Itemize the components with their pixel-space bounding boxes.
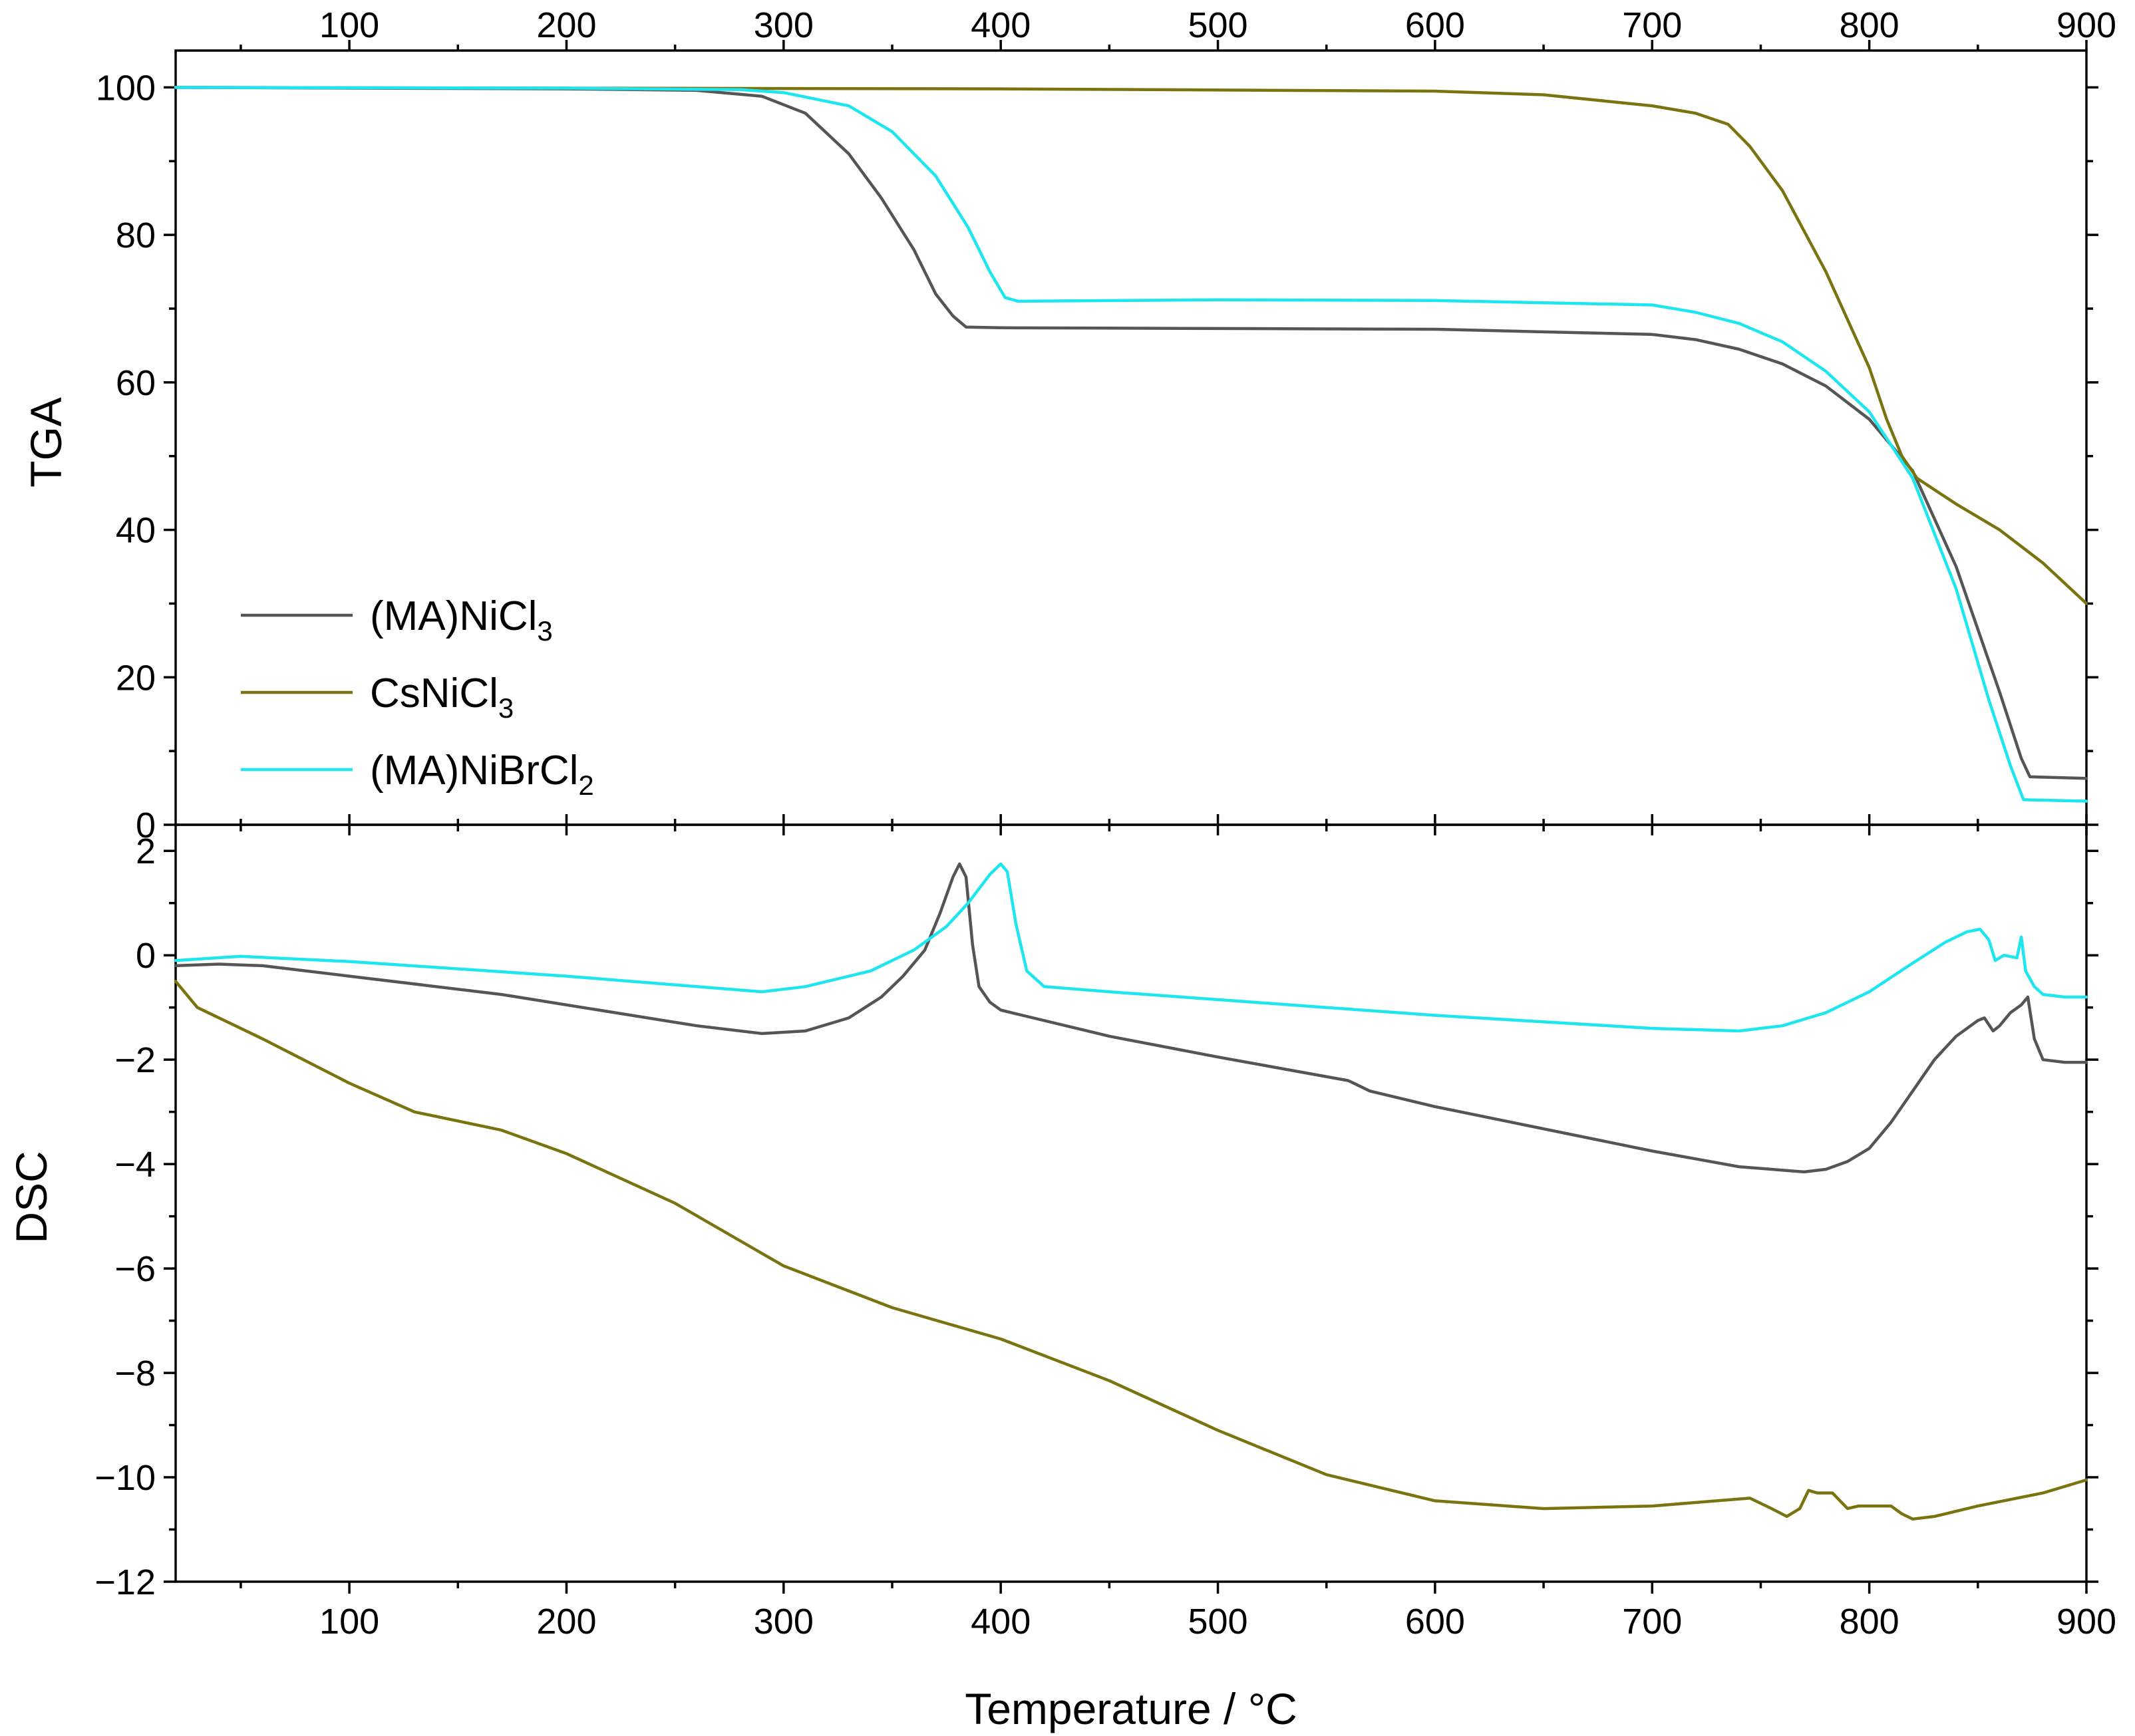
dsc-y-tick-label: −10 (94, 1458, 156, 1498)
tga-top-x-tick-label: 600 (1405, 5, 1465, 45)
dsc-y-tick-label: 0 (136, 936, 156, 976)
dsc-x-tick-label: 200 (536, 1602, 596, 1642)
tga-y-tick-label: 100 (96, 68, 156, 108)
tga-y-tick-label: 60 (116, 363, 156, 403)
dsc-y-tick-label: −12 (94, 1562, 156, 1602)
tga-top-x-tick-label: 700 (1622, 5, 1682, 45)
legend: (MA)NiCl3 CsNiCl3 (MA)NiBrCl2 (241, 593, 594, 801)
dsc-x-tick-label: 300 (754, 1602, 814, 1642)
dsc-y-tick-label: −2 (114, 1040, 156, 1080)
tga-y-tick-label: 0 (136, 805, 156, 845)
dsc-y-axis-title: DSC (7, 1151, 56, 1243)
dsc-x-tick-label: 700 (1622, 1602, 1682, 1642)
tga-top-x-tick-label: 400 (971, 5, 1031, 45)
tga-top-x-tick-label: 100 (319, 5, 379, 45)
dsc-panel: 100 200 300 400 500 600 700 800 900 2 0 −2 −4 −6 −8 −10… (7, 823, 2116, 1642)
tga-y-axis-title: TGA (21, 397, 71, 488)
tga-series-group (174, 86, 2088, 803)
dsc-series-csnicl3 (174, 980, 2088, 1521)
tga-top-x-tick-label: 200 (536, 5, 596, 45)
legend-label-ma-nicl3: (MA)NiCl3 (370, 593, 553, 647)
dsc-plot-frame (174, 823, 2088, 1583)
dsc-ticks: 100 200 300 400 500 600 700 800 900 2 0 −2 −4 −6 −8 −10… (94, 825, 2116, 1642)
dsc-x-tick-label: 400 (971, 1602, 1031, 1642)
dsc-x-tick-label: 600 (1405, 1602, 1465, 1642)
tga-series-ma-nicl3 (174, 86, 2088, 780)
tga-top-x-tick-label: 300 (754, 5, 814, 45)
dsc-series-ma-nibrcl2 (174, 862, 2088, 1033)
tga-ticks: 100 200 300 400 500 600 700 800 900 0 20 40 60 80 100 (96, 5, 2116, 845)
dsc-y-tick-label: −8 (114, 1354, 156, 1393)
dsc-series-group (174, 862, 2088, 1521)
tga-series-csnicl3 (174, 86, 2088, 605)
dsc-x-tick-label: 500 (1188, 1602, 1247, 1642)
tga-top-x-tick-label: 900 (2056, 5, 2116, 45)
legend-label-ma-nibrcl2: (MA)NiBrCl2 (370, 748, 594, 801)
tga-series-ma-nibrcl2 (174, 86, 2088, 803)
tga-top-x-tick-label: 500 (1188, 5, 1247, 45)
tga-top-x-tick-label: 800 (1840, 5, 1899, 45)
tga-y-tick-label: 40 (116, 511, 156, 551)
dsc-y-tick-label: −6 (114, 1249, 156, 1289)
dsc-series-ma-nicl3 (174, 862, 2088, 1174)
x-axis-title: Temperature / °C (965, 1684, 1297, 1733)
dsc-y-tick-label: −4 (114, 1145, 156, 1185)
tga-y-tick-label: 20 (116, 658, 156, 698)
legend-label-csnicl3: CsNiCl3 (370, 670, 514, 724)
dsc-x-tick-label: 800 (1840, 1602, 1899, 1642)
dsc-x-tick-label: 900 (2056, 1602, 2116, 1642)
tga-panel: 100 200 300 400 500 600 700 800 900 0 20 40 60 80100 … (21, 5, 2116, 845)
dsc-x-tick-label: 100 (319, 1602, 379, 1642)
tga-y-tick-label: 80 (116, 216, 156, 255)
dsc-y-tick-label: 2 (136, 831, 156, 871)
